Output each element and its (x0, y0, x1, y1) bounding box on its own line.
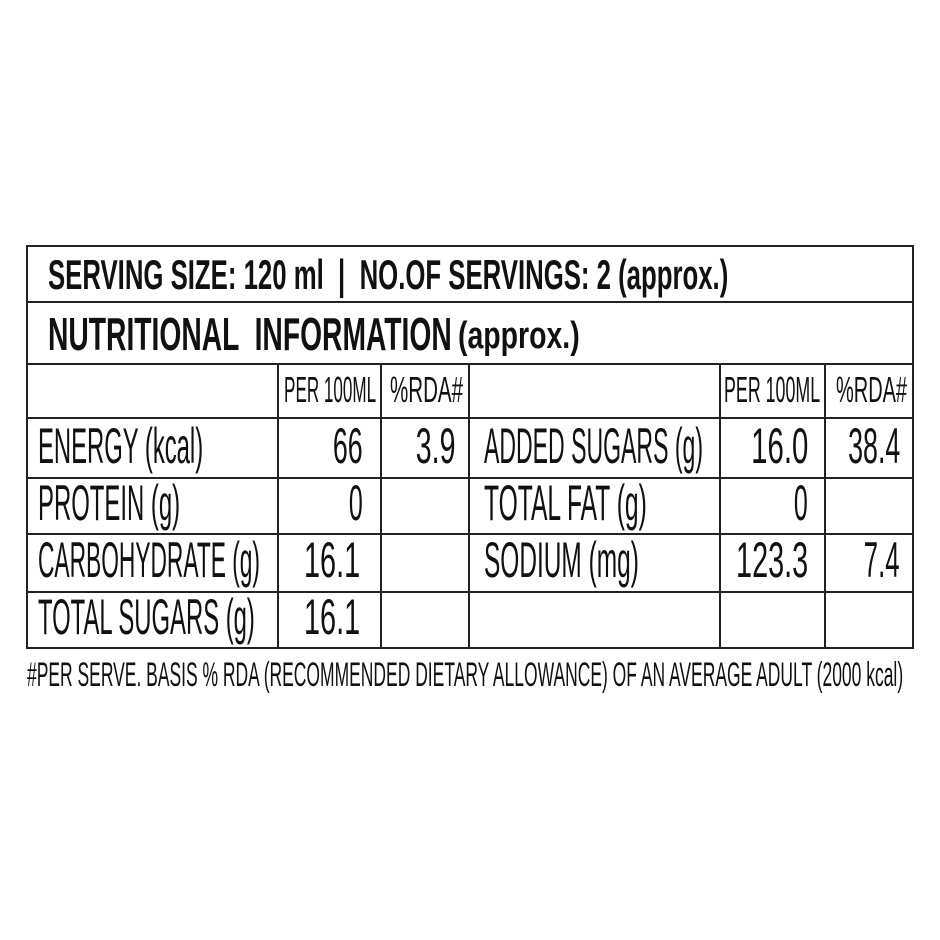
serving-size-line: SERVING SIZE: 120 ml | NO.OF SERVINGS: 2… (48, 251, 729, 298)
column-divider (277, 363, 279, 649)
table-divider (27, 477, 914, 479)
column-header-per-100ml: PER 100ML (283, 369, 376, 410)
row-label-total-fat: TOTAL FAT (g) (484, 475, 647, 531)
row-label-carbohydrate: CARBOHYDRATE (g) (38, 532, 261, 588)
row-label-added-sugars: ADDED SUGARS (g) (484, 418, 704, 474)
total-sugars-per-100ml: 16.1 (304, 589, 361, 645)
table-border (27, 647, 914, 649)
table-border (27, 245, 914, 247)
table-border (912, 245, 914, 649)
protein-per-100ml: 0 (349, 475, 363, 531)
added-sugars-rda: 38.4 (847, 418, 900, 474)
row-label-energy: ENERGY (kcal) (38, 418, 204, 474)
table-divider (27, 363, 914, 365)
row-label-protein: PROTEIN (g) (38, 475, 181, 531)
energy-per-100ml: 66 (333, 418, 363, 474)
table-title: NUTRITIONAL INFORMATION (48, 308, 452, 360)
sodium-per-100ml: 123.3 (735, 532, 808, 588)
energy-rda: 3.9 (416, 418, 456, 474)
column-divider (380, 363, 382, 649)
footnote: #PER SERVE. BASIS % RDA (RECOMMENDED DIE… (27, 656, 904, 694)
column-header-rda: %RDA# (835, 369, 907, 410)
table-border (26, 245, 28, 649)
added-sugars-per-100ml: 16.0 (750, 418, 808, 474)
table-divider (27, 301, 914, 303)
column-header-per-100ml: PER 100ML (723, 369, 820, 410)
table-divider (27, 591, 914, 593)
sodium-rda: 7.4 (864, 532, 900, 588)
row-label-sodium: SODIUM (mg) (484, 532, 639, 588)
table-title-suffix: (approx.) (458, 315, 580, 357)
carbohydrate-per-100ml: 16.1 (304, 532, 361, 588)
total-fat-per-100ml: 0 (794, 475, 808, 531)
column-divider (719, 363, 721, 649)
table-divider (27, 533, 914, 535)
column-divider (824, 363, 826, 649)
column-divider (468, 363, 470, 649)
row-label-total-sugars: TOTAL SUGARS (g) (38, 589, 255, 645)
table-divider (27, 417, 914, 419)
column-header-rda: %RDA# (389, 369, 463, 410)
